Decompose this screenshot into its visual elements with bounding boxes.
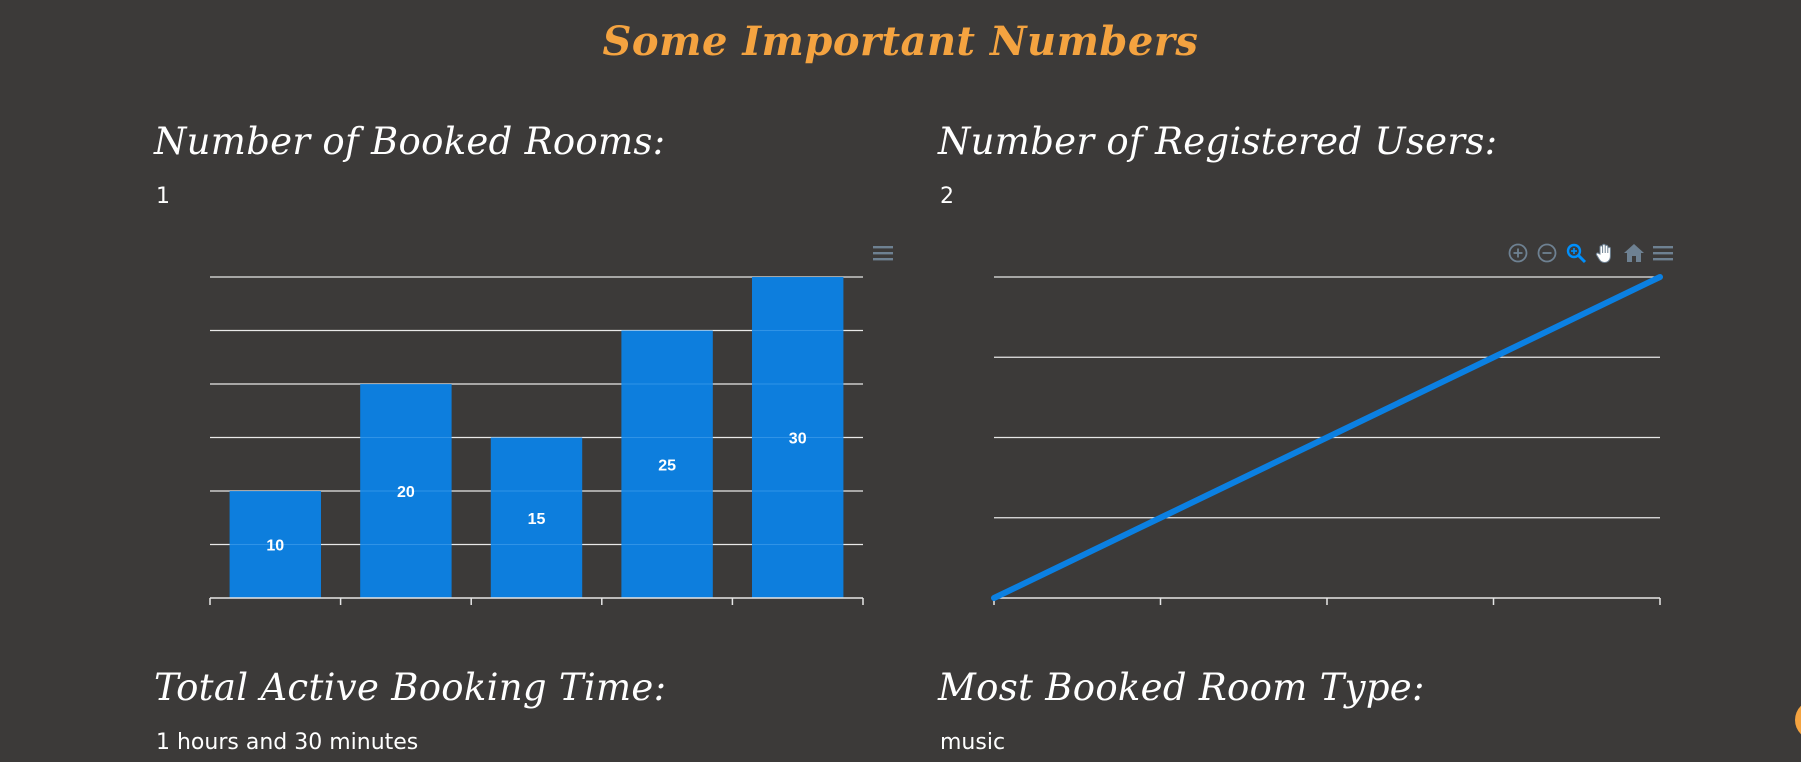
line-chart-toolbar (1506, 241, 1674, 264)
zoom-in-icon[interactable] (1506, 241, 1529, 264)
pan-hand-icon[interactable] (1593, 241, 1616, 264)
registered-users-heading: Number of Registered Users: (938, 120, 1498, 163)
data-label: 10 (266, 538, 284, 555)
booked-rooms-value: 1 (156, 184, 170, 209)
data-label: 15 (528, 511, 546, 528)
bar (360, 384, 452, 598)
bar (229, 491, 322, 598)
active-booking-time-value: 1 hours and 30 minutes (156, 730, 419, 755)
menu-icon[interactable] (871, 241, 894, 264)
most-booked-room-type-heading: Most Booked Room Type: (938, 666, 1425, 709)
scroll-to-top-button[interactable] (1795, 700, 1801, 740)
reset-home-icon[interactable] (1622, 241, 1645, 264)
data-label: 20 (397, 484, 415, 501)
data-label: 25 (658, 457, 676, 474)
page-title: Some Important Numbers (602, 18, 1199, 65)
registered-users-value: 2 (940, 184, 954, 209)
active-booking-time-heading: Total Active Booking Time: (154, 666, 667, 709)
most-booked-room-type-value: music (940, 730, 1006, 755)
zoom-out-icon[interactable] (1535, 241, 1558, 264)
bar (621, 330, 713, 598)
bar (751, 277, 844, 598)
booked-rooms-heading: Number of Booked Rooms: (154, 120, 666, 163)
bar (490, 437, 583, 598)
selection-zoom-icon[interactable] (1564, 241, 1587, 264)
data-label: 30 (789, 431, 807, 448)
bar-chart-toolbar (871, 241, 894, 264)
menu-icon[interactable] (1651, 241, 1674, 264)
